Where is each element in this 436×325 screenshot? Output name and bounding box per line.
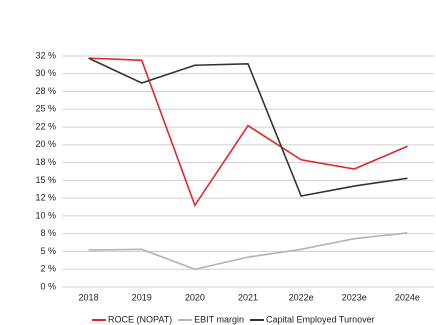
y-tick-label: 18 %	[35, 157, 56, 167]
y-tick-label: 32 %	[35, 50, 56, 60]
x-tick-label: 2024e	[395, 292, 420, 302]
y-tick-label: 0 %	[40, 281, 56, 291]
y-tick-label: 30 %	[35, 68, 56, 78]
y-tick-label: 2 %	[40, 264, 56, 274]
y-tick-label: 15 %	[35, 175, 56, 185]
legend-label: ROCE (NOPAT)	[108, 314, 172, 324]
x-tick-label: 2023e	[342, 292, 367, 302]
y-tick-label: 12 %	[35, 193, 56, 203]
x-tick-label: 2021	[238, 292, 258, 302]
legend-label: EBIT margin	[194, 314, 244, 324]
y-tick-label: 10 %	[35, 210, 56, 220]
y-tick-label: 22 %	[35, 121, 56, 131]
series-line	[88, 57, 408, 197]
y-tick-label: 25 %	[35, 104, 56, 114]
y-tick-label: 28 %	[35, 86, 56, 96]
y-tick-label: 20 %	[35, 139, 56, 149]
x-tick-label: 2022e	[289, 292, 314, 302]
x-tick-label: 2018	[79, 292, 99, 302]
series-line	[88, 57, 408, 208]
x-tick-label: 2020	[185, 292, 205, 302]
y-tick-label: 8 %	[40, 228, 56, 238]
series-line	[88, 232, 408, 271]
y-tick-label: 5 %	[40, 246, 56, 256]
x-tick-label: 2019	[132, 292, 152, 302]
legend-label: Capital Employed Turnover	[266, 314, 375, 324]
